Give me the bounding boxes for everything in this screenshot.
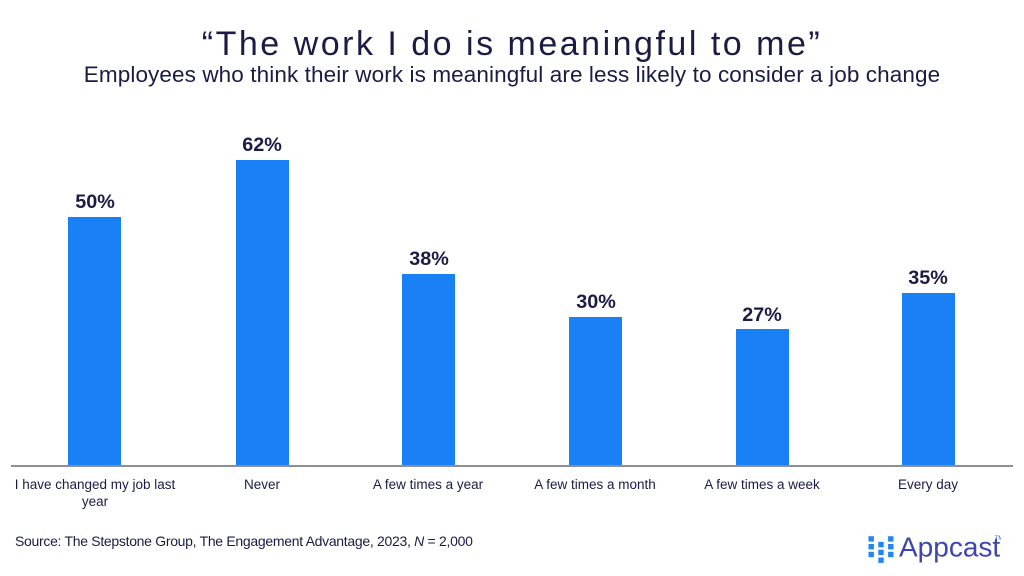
svg-text:Appcast: Appcast [899, 532, 1000, 563]
svg-text:TM: TM [995, 536, 1001, 542]
